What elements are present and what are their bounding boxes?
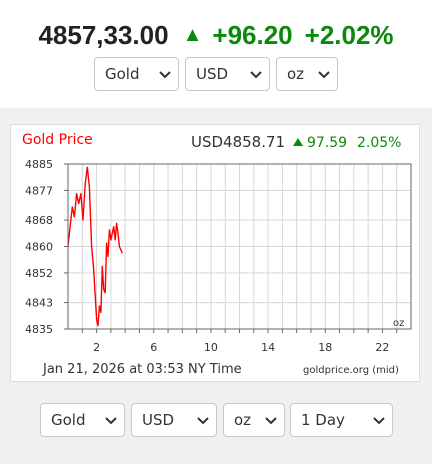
currency-select[interactable]: USD bbox=[185, 57, 270, 91]
y-tick-label: 4852 bbox=[25, 267, 53, 280]
quote-percent: 2.05% bbox=[357, 135, 401, 151]
chart-grid bbox=[68, 163, 411, 330]
x-tick-label: 14 bbox=[261, 341, 275, 354]
chevron-down-icon bbox=[159, 71, 171, 79]
chart-source: goldprice.org (mid) bbox=[303, 365, 399, 376]
chart-series bbox=[67, 166, 123, 327]
current-price: 4857,33.00 bbox=[38, 20, 169, 50]
y-tick-label: 4885 bbox=[25, 158, 53, 171]
price-change: +96.20 bbox=[212, 20, 293, 50]
currency-select-value: USD bbox=[196, 65, 229, 83]
bottom-controls: Gold USD oz 1 Day bbox=[0, 388, 432, 464]
quote-change: 97.59 bbox=[307, 135, 347, 151]
metal-select-bottom[interactable]: Gold bbox=[40, 403, 125, 437]
chevron-down-icon bbox=[373, 417, 385, 425]
chevron-down-icon bbox=[318, 71, 330, 79]
gold-price-line bbox=[67, 166, 123, 327]
up-arrow-icon: ▲ bbox=[182, 24, 203, 46]
y-tick-label: 4877 bbox=[25, 184, 53, 197]
unit-select-value: oz bbox=[287, 65, 305, 83]
chevron-down-icon bbox=[197, 417, 209, 425]
metal-select-bottom-value: Gold bbox=[51, 411, 86, 429]
chevron-down-icon bbox=[250, 71, 262, 79]
gold-price-chart: Gold Price USD4858.71 97.59 2.05% 483548… bbox=[22, 132, 412, 377]
y-tick-label: 4835 bbox=[25, 323, 53, 336]
x-tick-label: 2 bbox=[93, 341, 100, 354]
x-tick-label: 6 bbox=[150, 341, 157, 354]
x-axis-ticks: 2 6 10 14 18 22 bbox=[81, 329, 398, 354]
timeframe-select-value: 1 Day bbox=[301, 411, 345, 429]
currency-select-bottom[interactable]: USD bbox=[131, 403, 217, 437]
x-tick-label: 22 bbox=[375, 341, 389, 354]
y-tick-label: 4843 bbox=[25, 297, 53, 310]
quote-price: USD4858.71 bbox=[191, 133, 285, 151]
chart-title: Gold Price bbox=[22, 132, 93, 148]
plot-frame bbox=[67, 163, 412, 330]
timeframe-select[interactable]: 1 Day bbox=[290, 403, 393, 437]
metal-select[interactable]: Gold bbox=[94, 57, 179, 91]
y-tick-label: 4868 bbox=[25, 214, 53, 227]
chart-card: Gold Price USD4858.71 97.59 2.05% 4835 48… bbox=[10, 124, 420, 382]
quote-up-arrow-icon bbox=[293, 138, 303, 146]
unit-label: oz bbox=[393, 318, 404, 329]
y-tick-label: 4860 bbox=[25, 241, 53, 254]
chart-timestamp: Jan 21, 2026 at 03:53 NY Time bbox=[42, 362, 242, 377]
x-tick-label: 18 bbox=[318, 341, 332, 354]
currency-select-bottom-value: USD bbox=[142, 411, 175, 429]
price-header: 4857,33.00 ▲ +96.20 +2.02% Gold USD oz bbox=[0, 0, 432, 108]
price-change-percent: +2.02% bbox=[304, 20, 394, 50]
y-axis-ticks: 4835 4843 4852 4860 4868 4877 4885 bbox=[25, 158, 68, 336]
metal-select-value: Gold bbox=[105, 65, 140, 83]
unit-select-bottom-value: oz bbox=[234, 411, 252, 429]
unit-select-bottom[interactable]: oz bbox=[223, 403, 285, 437]
x-tick-label: 10 bbox=[204, 341, 218, 354]
chevron-down-icon bbox=[105, 417, 117, 425]
price-summary: 4857,33.00 ▲ +96.20 +2.02% bbox=[0, 20, 432, 51]
chevron-down-icon bbox=[265, 417, 277, 425]
unit-select[interactable]: oz bbox=[276, 57, 338, 91]
